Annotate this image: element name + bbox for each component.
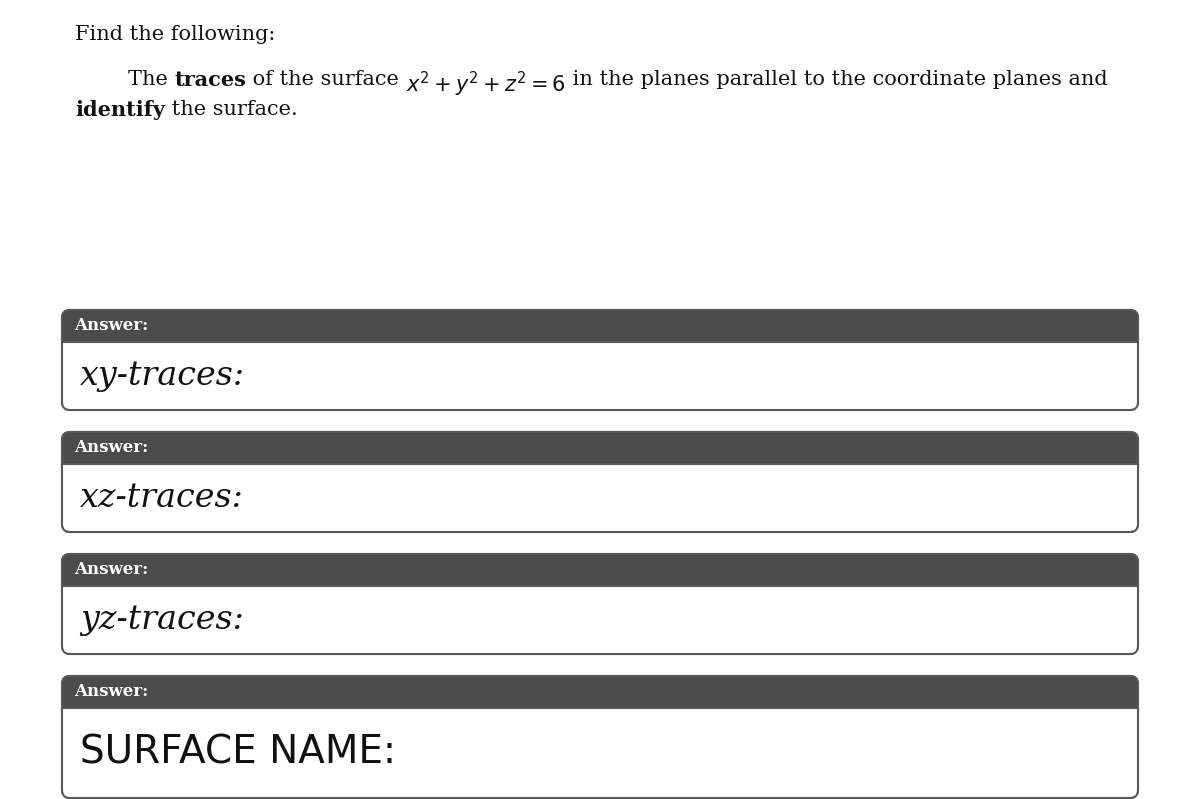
Bar [62, 342, 1138, 410]
Text: of the surface: of the surface [246, 70, 406, 89]
FancyBboxPatch shape [62, 310, 1138, 410]
Bar [62, 708, 1138, 798]
Text: traces: traces [174, 70, 246, 90]
Text: Answer:: Answer: [74, 683, 149, 701]
Text: identify: identify [74, 100, 164, 120]
FancyBboxPatch shape [62, 432, 1138, 532]
Text: xz-traces:: xz-traces: [80, 482, 244, 514]
Text: yz-traces:: yz-traces: [80, 604, 244, 636]
Bar [62, 464, 1138, 532]
FancyBboxPatch shape [62, 554, 1138, 654]
Text: xy-traces:: xy-traces: [80, 360, 245, 392]
Text: Find the following:: Find the following: [74, 25, 275, 44]
FancyBboxPatch shape [62, 310, 1138, 410]
FancyBboxPatch shape [62, 432, 1138, 532]
Text: SURFACE NAME:: SURFACE NAME: [80, 734, 396, 772]
FancyBboxPatch shape [62, 676, 1138, 798]
Text: the surface.: the surface. [164, 100, 298, 119]
Text: $x^2 + y^2 + z^2 = 6$: $x^2 + y^2 + z^2 = 6$ [406, 70, 565, 99]
Text: Answer:: Answer: [74, 562, 149, 578]
FancyBboxPatch shape [62, 554, 1138, 654]
Text: The: The [74, 70, 174, 89]
Text: in the planes parallel to the coordinate planes and: in the planes parallel to the coordinate… [565, 70, 1108, 89]
Bar [62, 586, 1138, 654]
Text: Answer:: Answer: [74, 317, 149, 335]
FancyBboxPatch shape [62, 676, 1138, 798]
Text: Answer:: Answer: [74, 439, 149, 456]
